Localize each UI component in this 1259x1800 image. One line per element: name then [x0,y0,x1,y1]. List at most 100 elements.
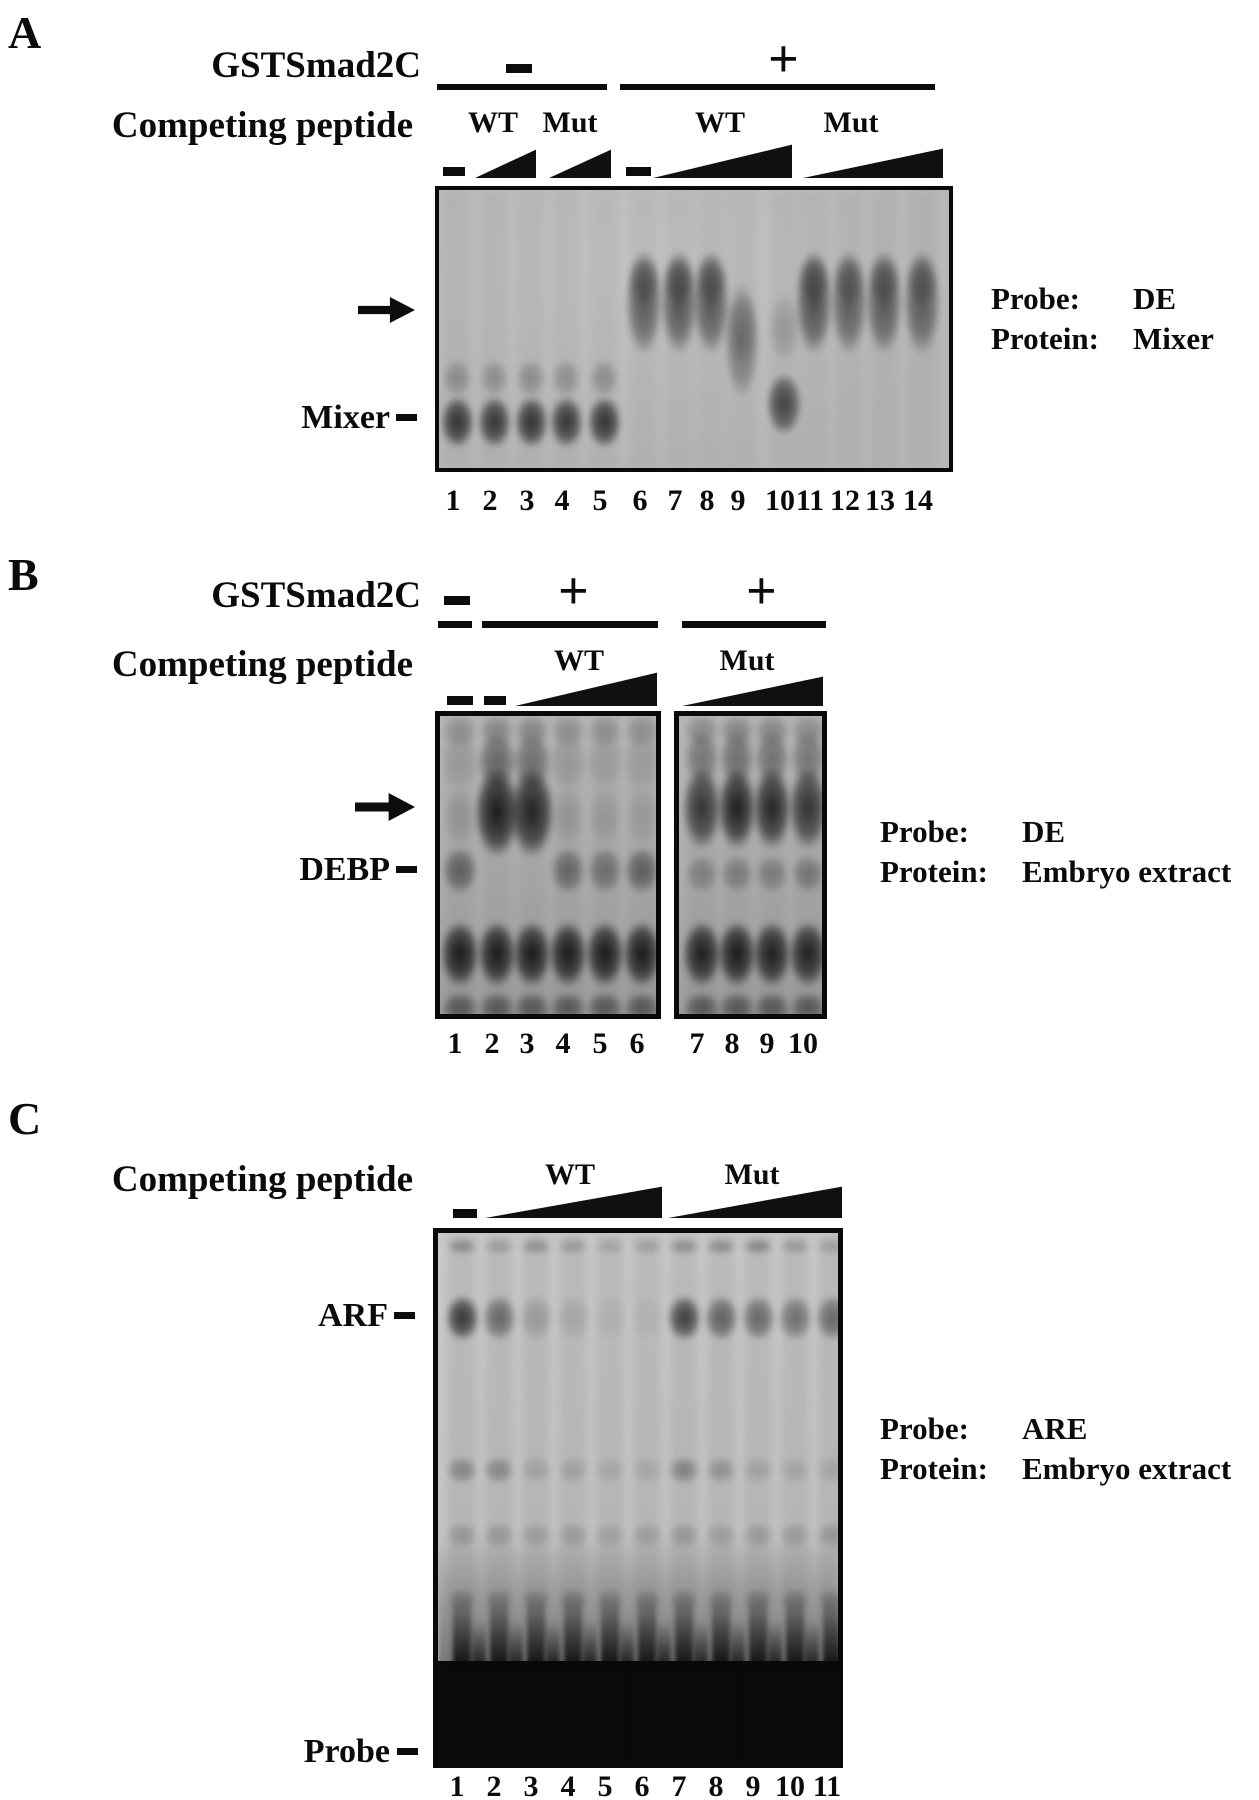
gel-band [588,716,622,746]
probe-value: DE [1022,814,1066,849]
gel-band [443,847,477,893]
panel-b-letter: B [8,549,39,600]
lane-number: 5 [592,484,608,517]
gel-band [514,993,550,1014]
gel-band [629,256,659,304]
gel-band [686,856,718,892]
gel-band [551,847,585,893]
gel-band [590,360,618,396]
gel-band [550,993,586,1014]
gel-band [447,1457,477,1483]
gel-band [625,716,656,746]
free-probe-spike [657,1621,671,1667]
gel-band [558,1457,588,1483]
free-probe-spike [490,1589,508,1667]
panel-a-letter: A [8,7,42,58]
gel-band [769,295,799,361]
no-competitor-dash [443,167,465,176]
probe-value: DE [1133,281,1177,316]
free-probe-spike [823,1589,838,1667]
gel-band [590,788,620,844]
lane-number: 5 [597,1770,613,1800]
panel-b-wt-label: WT [553,644,604,677]
lane-streak [559,1233,587,1763]
gel-band [478,733,516,789]
shifted-complex-arrow-icon [355,793,415,821]
no-competitor-dash [484,696,506,705]
gel-image-panel-b-left [435,711,661,1019]
free-probe-spike [527,1589,545,1667]
gel-band [521,1238,551,1254]
gel-band [706,1457,736,1483]
gel-image-panel-c [433,1228,843,1768]
gel-band [789,922,822,986]
gel-band [789,768,822,848]
increasing-amount-wedge [803,148,943,178]
gel-band [484,1238,514,1254]
gel-band [482,1296,516,1340]
panel-c-annotation: Probe: ARE Protein: Embryo extract [880,1411,1231,1491]
gel-band [480,360,508,396]
lane-number: 11 [812,1770,842,1800]
gel-band [632,1523,662,1547]
lane-number: 6 [632,484,648,517]
free-probe-spike [509,1621,523,1667]
lane-streak [633,1233,661,1763]
panel-b-group-underline-plus2 [682,621,826,628]
gel-band [790,993,822,1014]
gel-band [753,922,791,986]
mixer-band-label: Mixer [301,399,390,436]
gel-band [743,1457,773,1483]
increasing-amount-wedge [475,149,536,178]
gel-band [815,1296,838,1340]
gel-band [767,374,801,434]
gel-band [443,716,477,746]
free-probe-spike [694,1621,708,1667]
lane-number: 2 [482,484,498,517]
lane-number: 7 [689,1027,705,1060]
gel-band [587,397,621,447]
gel-band [685,716,719,746]
gel-band [479,993,515,1014]
panel-a-group-underline-plus [620,84,935,90]
lane-number: 8 [724,1027,740,1060]
gel-band [549,922,587,986]
gel-band [513,922,551,986]
gel-band [521,1457,551,1483]
free-probe-spike [620,1621,634,1667]
gel-band [720,732,754,784]
lane-number: 4 [560,1770,576,1800]
gel-band [447,1523,477,1547]
no-competitor-dash [626,167,651,176]
free-probe-spike [731,1621,745,1667]
gel-band [780,1523,810,1547]
gel-band [630,1296,664,1340]
gel-band [817,1457,838,1483]
panel-a-mut1-label: Mut [542,106,598,139]
gel-band [441,922,479,986]
gel-band [549,733,587,789]
panel-b-right-lane-numbers: 7 8 9 10 [674,1027,827,1063]
gel-band [755,732,789,784]
gel-band [484,1523,514,1547]
gel-band [586,922,624,986]
gel-band [727,295,757,361]
lane-number: 10 [788,1027,818,1060]
panel-b-gst-minus-dash [444,596,470,605]
gel-band [753,768,791,848]
free-probe-spike [842,1621,843,1667]
lane-streak [596,1233,624,1763]
gel-band [743,1238,773,1254]
free-probe-spike [805,1621,819,1667]
debp-band-tick [396,866,417,873]
gel-band [587,993,623,1014]
gel-band [521,1523,551,1547]
free-probe-spike [546,1621,560,1667]
panel-b-peptide-label: Competing peptide [111,644,413,685]
gel-band [441,733,479,789]
mixer-band-tick [396,414,417,421]
lane-number: 7 [671,1770,687,1800]
gel-band [755,716,789,746]
gel-band [445,1296,479,1340]
panel-a-lane-numbers: 1 2 3 4 5 6 7 8 9 10 11 12 13 14 [435,484,953,520]
